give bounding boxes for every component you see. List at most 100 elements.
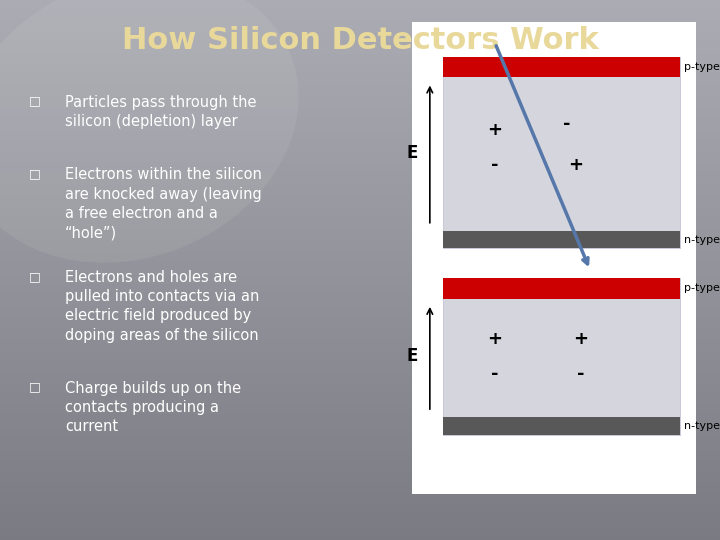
Bar [0, 266, 720, 270]
Text: E: E [407, 144, 418, 161]
Bar [443, 231, 680, 248]
Bar [0, 338, 720, 342]
Bar [0, 392, 720, 396]
Bar [0, 351, 720, 355]
Bar [0, 139, 720, 144]
Bar [0, 176, 720, 180]
Bar [0, 216, 720, 220]
Bar [0, 234, 720, 239]
Bar [0, 212, 720, 216]
Text: +: + [487, 121, 503, 139]
Bar [0, 355, 720, 360]
Bar [0, 320, 720, 324]
Bar [0, 72, 720, 77]
Bar [0, 50, 720, 54]
Bar [0, 414, 720, 418]
Bar [0, 482, 720, 486]
Bar [0, 58, 720, 63]
Bar [0, 315, 720, 320]
Text: p-type: p-type [684, 62, 720, 72]
Bar [0, 77, 720, 81]
Bar [0, 504, 720, 509]
Bar [0, 364, 720, 369]
Bar [0, 463, 720, 468]
Bar [0, 162, 720, 166]
Text: +: + [573, 330, 588, 348]
Bar [0, 441, 720, 445]
Bar [0, 18, 720, 23]
Bar [0, 171, 720, 176]
Bar [412, 22, 696, 494]
Bar [0, 423, 720, 428]
Bar [0, 45, 720, 50]
Bar [0, 252, 720, 256]
Bar [0, 378, 720, 382]
Bar [0, 247, 720, 252]
Bar [0, 220, 720, 225]
Bar [0, 387, 720, 392]
Bar [0, 0, 720, 4]
Bar [0, 517, 720, 522]
Bar [443, 278, 680, 435]
Bar [0, 405, 720, 409]
Bar [0, 500, 720, 504]
Bar [0, 40, 720, 45]
Bar [0, 54, 720, 58]
Bar [0, 342, 720, 347]
Bar [0, 36, 720, 40]
Bar [0, 185, 720, 189]
Bar [0, 324, 720, 328]
Bar [0, 104, 720, 108]
Bar [0, 135, 720, 139]
Bar [0, 513, 720, 517]
Bar [0, 94, 720, 99]
Bar [0, 446, 720, 450]
Text: +: + [487, 330, 503, 348]
Bar [0, 459, 720, 463]
Bar [0, 144, 720, 148]
Bar [443, 57, 680, 248]
Text: □: □ [29, 94, 40, 107]
Bar [0, 27, 720, 31]
Bar [0, 99, 720, 104]
Bar [0, 306, 720, 310]
Text: -: - [491, 156, 499, 174]
Bar [0, 472, 720, 477]
Bar [0, 131, 720, 135]
Bar [0, 396, 720, 401]
Bar [0, 153, 720, 158]
Text: □: □ [29, 167, 40, 180]
Bar [0, 193, 720, 198]
Text: Electrons within the silicon
are knocked away (leaving
a free electron and a
“ho: Electrons within the silicon are knocked… [65, 167, 261, 240]
Bar [0, 63, 720, 68]
Bar [0, 85, 720, 90]
Bar [0, 418, 720, 423]
Bar [0, 490, 720, 495]
Bar [0, 202, 720, 207]
Bar [0, 297, 720, 301]
Bar [0, 81, 720, 85]
Bar [0, 531, 720, 536]
Bar [0, 455, 720, 459]
Bar [0, 256, 720, 261]
Bar [0, 166, 720, 171]
Bar [0, 14, 720, 18]
Text: □: □ [29, 270, 40, 283]
Bar [0, 401, 720, 405]
Bar [0, 112, 720, 117]
Bar [0, 310, 720, 315]
Bar [0, 108, 720, 112]
Bar [0, 536, 720, 540]
Bar [0, 333, 720, 338]
Bar [0, 450, 720, 455]
Bar [0, 374, 720, 378]
Bar [0, 288, 720, 293]
Bar [0, 347, 720, 351]
Bar [0, 158, 720, 162]
Bar [0, 198, 720, 202]
Bar [0, 148, 720, 153]
Text: -: - [491, 365, 499, 383]
Text: -: - [577, 365, 585, 383]
Text: How Silicon Detectors Work: How Silicon Detectors Work [122, 26, 598, 55]
Bar [0, 239, 720, 243]
